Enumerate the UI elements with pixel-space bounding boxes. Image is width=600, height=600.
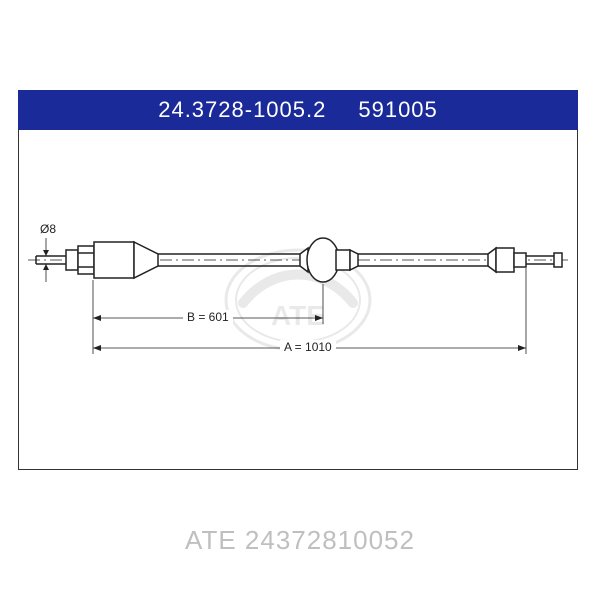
part-number-primary: 24.3728-1005.2	[158, 97, 326, 123]
part-number-secondary: 591005	[358, 97, 437, 123]
caption-sku: 24372810052	[245, 525, 415, 555]
dimension-b-label: B = 601	[183, 310, 233, 324]
diagram-area: ATE	[18, 130, 578, 470]
caption-brand: ATE	[185, 525, 237, 555]
caption: ATE 24372810052	[0, 525, 600, 556]
header-bar: 24.3728-1005.2 591005	[18, 90, 578, 130]
dimension-a-label: A = 1010	[280, 340, 336, 354]
diameter-label: Ø8	[40, 222, 56, 236]
